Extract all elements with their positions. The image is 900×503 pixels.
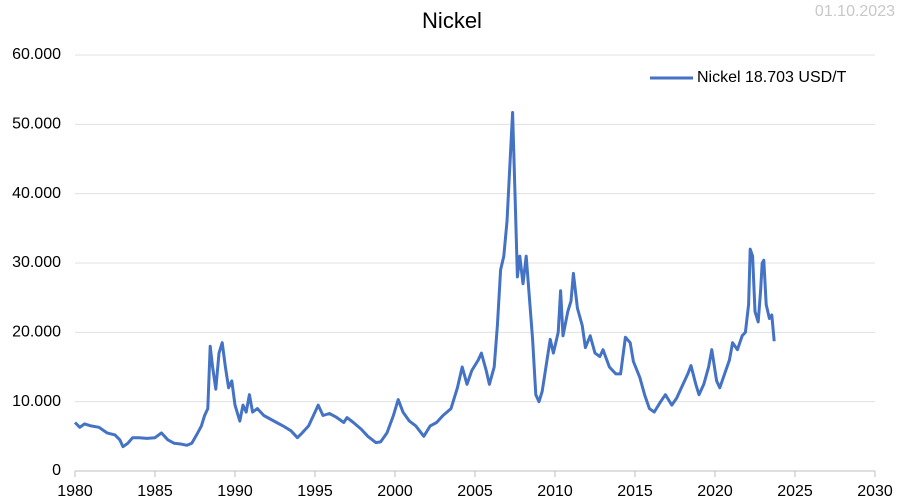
- x-tick-label: 2000: [377, 483, 413, 500]
- x-tick-label: 1985: [137, 483, 173, 500]
- y-tick-label: 0: [52, 462, 61, 479]
- x-tick-label: 1990: [217, 483, 253, 500]
- x-tick-label: 2025: [777, 483, 813, 500]
- x-tick-label: 2020: [697, 483, 733, 500]
- legend-label: Nickel 18.703 USD/T: [697, 69, 847, 86]
- y-tick-label: 60.000: [12, 46, 61, 63]
- line-series: [73, 111, 776, 449]
- x-tick-label: 2015: [617, 483, 653, 500]
- x-tick-label: 1980: [57, 483, 93, 500]
- y-tick-label: 10.000: [12, 393, 61, 410]
- y-tick-label: 30.000: [12, 254, 61, 271]
- y-tick-label: 50.000: [12, 116, 61, 133]
- date-label: 01.10.2023: [815, 3, 895, 20]
- y-tick-label: 20.000: [12, 324, 61, 341]
- x-tick-label: 2030: [857, 483, 893, 500]
- y-tick-label: 40.000: [12, 185, 61, 202]
- x-tick-label: 1995: [297, 483, 333, 500]
- x-tick-label: 2005: [457, 483, 493, 500]
- chart-title: Nickel: [422, 8, 482, 33]
- x-tick-label: 2010: [537, 483, 573, 500]
